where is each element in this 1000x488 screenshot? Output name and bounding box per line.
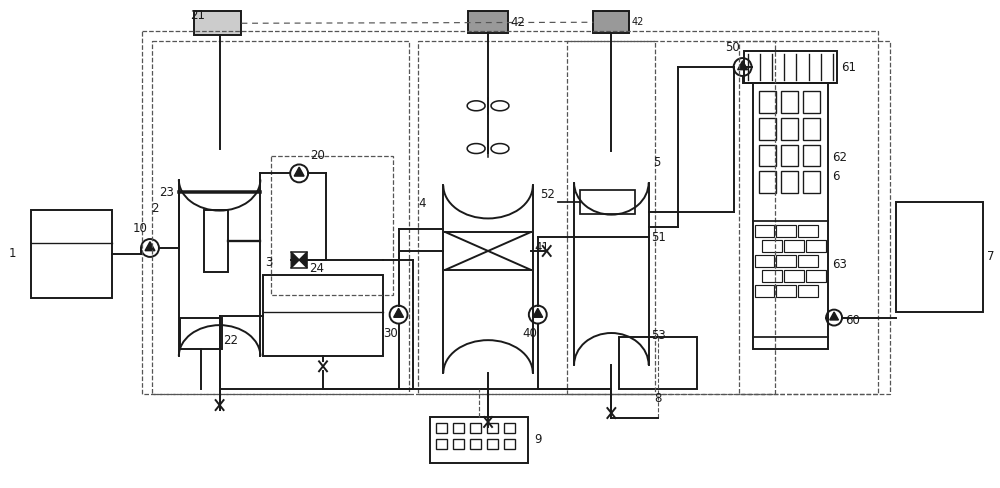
Text: 52: 52	[540, 188, 555, 202]
Bar	[759, 144, 776, 166]
Text: 9: 9	[534, 433, 541, 447]
Text: 7: 7	[987, 250, 995, 264]
Bar	[580, 190, 635, 214]
Polygon shape	[299, 252, 307, 268]
Polygon shape	[738, 61, 748, 70]
Bar	[142, 31, 878, 394]
Bar	[739, 41, 890, 394]
Text: 30: 30	[383, 326, 398, 340]
Bar	[436, 439, 447, 449]
Text: 8: 8	[654, 392, 662, 405]
Bar	[776, 255, 796, 267]
Text: 6: 6	[832, 170, 840, 183]
Bar	[759, 171, 776, 193]
Bar	[418, 41, 655, 394]
Polygon shape	[394, 308, 404, 317]
Bar	[263, 275, 383, 356]
Bar	[470, 439, 481, 449]
Bar	[784, 241, 804, 252]
Bar	[755, 285, 774, 297]
Bar	[798, 225, 818, 237]
Bar	[762, 241, 782, 252]
Bar	[204, 210, 228, 272]
Bar	[180, 318, 222, 349]
Text: 40: 40	[522, 326, 537, 340]
Bar	[798, 255, 818, 267]
Polygon shape	[145, 242, 155, 251]
Text: 61: 61	[841, 61, 856, 74]
Text: 42: 42	[631, 17, 644, 27]
Bar	[567, 41, 775, 394]
Bar	[759, 91, 776, 113]
Bar	[781, 144, 798, 166]
Text: 63: 63	[832, 258, 847, 271]
Text: 1: 1	[8, 247, 16, 261]
Polygon shape	[291, 252, 299, 268]
Bar	[453, 423, 464, 433]
Text: 41: 41	[535, 241, 550, 254]
Bar	[468, 11, 508, 33]
Text: 23: 23	[159, 186, 174, 199]
Bar	[781, 118, 798, 140]
Bar	[31, 210, 112, 298]
Text: 51: 51	[651, 231, 666, 244]
Text: 42: 42	[510, 16, 525, 29]
Bar	[504, 439, 515, 449]
Bar	[744, 51, 837, 83]
Text: 10: 10	[133, 222, 147, 235]
Bar	[803, 91, 820, 113]
Text: 3: 3	[265, 256, 273, 269]
Bar	[806, 241, 826, 252]
Bar	[806, 270, 826, 282]
Bar	[753, 83, 828, 349]
Bar	[784, 270, 804, 282]
Text: 2: 2	[151, 202, 159, 215]
Bar	[504, 423, 515, 433]
Bar	[776, 285, 796, 297]
Text: 21: 21	[190, 9, 205, 22]
Polygon shape	[830, 312, 838, 320]
Bar	[762, 270, 782, 282]
Polygon shape	[294, 167, 304, 176]
Bar	[453, 439, 464, 449]
Bar	[593, 11, 629, 33]
Bar	[803, 144, 820, 166]
Bar	[803, 118, 820, 140]
Bar	[803, 171, 820, 193]
Bar	[781, 91, 798, 113]
Bar	[487, 423, 498, 433]
Bar	[755, 255, 774, 267]
Bar	[759, 118, 776, 140]
Bar	[194, 11, 241, 35]
Bar	[430, 417, 528, 463]
Bar	[152, 41, 409, 394]
Bar	[436, 423, 447, 433]
Bar	[798, 285, 818, 297]
Text: 53: 53	[651, 329, 665, 342]
Text: 5: 5	[653, 156, 660, 168]
Text: 4: 4	[418, 197, 425, 210]
Text: 50: 50	[725, 41, 740, 54]
Bar	[776, 225, 796, 237]
Polygon shape	[533, 308, 543, 317]
Text: 22: 22	[224, 334, 239, 347]
Bar	[781, 171, 798, 193]
Bar	[470, 423, 481, 433]
Bar	[487, 439, 498, 449]
Bar	[619, 338, 697, 389]
Text: 60: 60	[845, 314, 860, 327]
Text: 20: 20	[310, 149, 325, 163]
Bar	[896, 202, 983, 312]
Bar	[755, 225, 774, 237]
Text: 62: 62	[832, 151, 847, 164]
Bar	[271, 156, 393, 295]
Text: 24: 24	[309, 262, 324, 275]
